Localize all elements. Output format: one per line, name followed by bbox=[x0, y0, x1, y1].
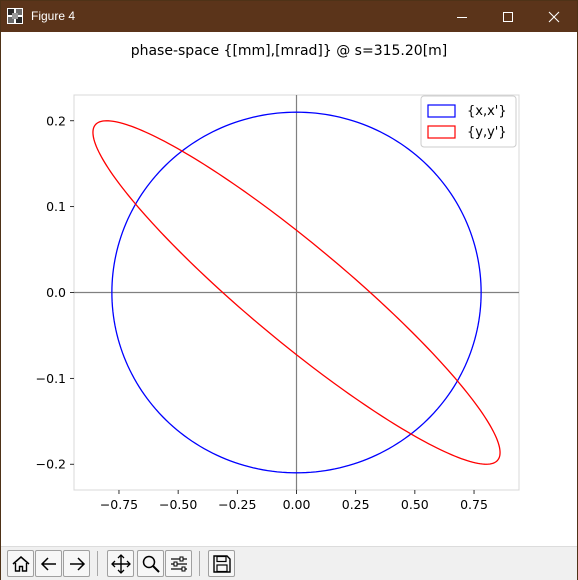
close-icon bbox=[548, 11, 560, 22]
title-bar[interactable]: Figure 4 bbox=[1, 1, 577, 32]
back-arrow-icon bbox=[40, 556, 56, 571]
maximize-icon bbox=[503, 11, 513, 22]
minimize-icon bbox=[457, 16, 467, 18]
legend-swatch-y bbox=[427, 125, 456, 139]
x-tick-label: 0.00 bbox=[283, 497, 311, 512]
y-tick-label: 0.2 bbox=[46, 113, 66, 128]
pan-icon bbox=[110, 553, 131, 574]
zoom-icon bbox=[142, 555, 160, 573]
x-tick-label: −0.75 bbox=[100, 497, 138, 512]
toolbar-separator bbox=[97, 551, 98, 576]
window-title: Figure 4 bbox=[31, 9, 76, 23]
back-button[interactable] bbox=[35, 550, 62, 577]
close-button[interactable] bbox=[531, 1, 577, 32]
x-tick-label: 0.25 bbox=[342, 497, 370, 512]
series-layer bbox=[92, 111, 501, 474]
x-tick-label: −0.50 bbox=[159, 497, 197, 512]
series-x-ellipse bbox=[111, 111, 482, 474]
x-axis-ticks: −0.75 −0.50 −0.25 0.00 0.25 0.50 0.75 bbox=[100, 490, 488, 512]
save-icon bbox=[212, 554, 231, 573]
home-button[interactable] bbox=[7, 550, 34, 577]
app-icon bbox=[7, 8, 23, 24]
legend-label-x: {x,x'} bbox=[467, 104, 507, 119]
series-y-ellipse bbox=[92, 120, 501, 465]
zoom-button[interactable] bbox=[137, 550, 164, 577]
configure-subplots-icon bbox=[170, 556, 187, 571]
configure-subplots-button[interactable] bbox=[165, 550, 192, 577]
x-tick-label: 0.50 bbox=[401, 497, 429, 512]
legend-label-y: {y,y'} bbox=[467, 125, 507, 140]
y-tick-label: 0.0 bbox=[46, 285, 66, 300]
legend[interactable]: {x,x'} {y,y'} bbox=[420, 95, 517, 148]
legend-box bbox=[420, 95, 517, 148]
save-button[interactable] bbox=[208, 550, 235, 577]
x-tick-label: 0.75 bbox=[460, 497, 488, 512]
chart-title: phase-space {[mm],[mrad]} @ s=315.20[m] bbox=[131, 43, 448, 59]
home-icon bbox=[12, 555, 29, 572]
figure-canvas[interactable]: phase-space {[mm],[mrad]} @ s=315.20[m] … bbox=[1, 32, 577, 546]
y-tick-label: −0.1 bbox=[36, 371, 66, 386]
phase-space-plot[interactable]: phase-space {[mm],[mrad]} @ s=315.20[m] … bbox=[1, 32, 577, 546]
y-axis-ticks: −0.2 −0.1 0.0 0.1 0.2 bbox=[36, 113, 74, 472]
y-tick-label: −0.2 bbox=[36, 457, 66, 472]
y-tick-label: 0.1 bbox=[46, 199, 66, 214]
maximize-button[interactable] bbox=[485, 1, 531, 32]
toolbar-separator bbox=[199, 551, 200, 576]
navigation-toolbar bbox=[1, 546, 577, 580]
zero-lines bbox=[74, 95, 519, 490]
legend-swatch-x bbox=[427, 104, 456, 118]
x-tick-label: −0.25 bbox=[218, 497, 256, 512]
pan-button[interactable] bbox=[107, 550, 134, 577]
forward-arrow-icon bbox=[69, 556, 85, 571]
minimize-button[interactable] bbox=[439, 1, 485, 32]
forward-button[interactable] bbox=[63, 550, 90, 577]
